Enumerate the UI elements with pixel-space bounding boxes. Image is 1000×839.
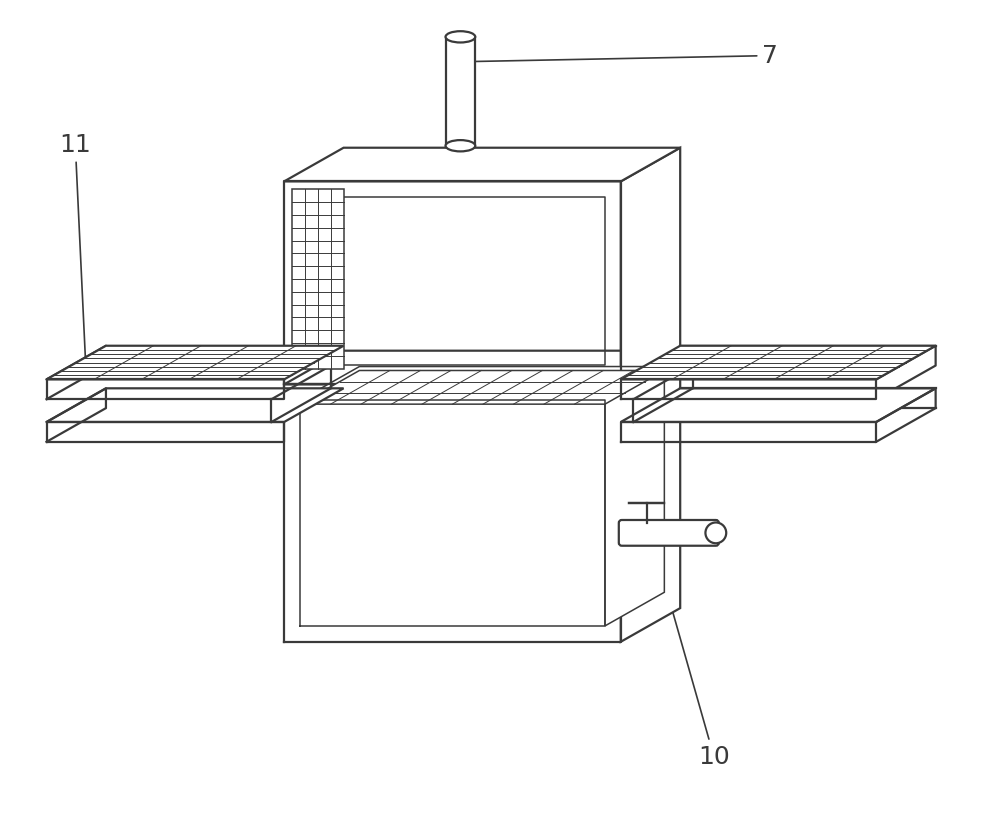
Circle shape <box>705 523 726 544</box>
Bar <box>292 190 344 368</box>
Polygon shape <box>621 388 936 422</box>
Text: 11: 11 <box>59 133 91 372</box>
Polygon shape <box>621 351 680 642</box>
Polygon shape <box>284 351 680 384</box>
Text: 7: 7 <box>472 44 778 68</box>
Polygon shape <box>621 346 936 379</box>
Ellipse shape <box>446 140 475 151</box>
Polygon shape <box>47 388 344 422</box>
FancyBboxPatch shape <box>619 520 719 545</box>
Polygon shape <box>47 346 344 379</box>
Polygon shape <box>300 367 664 400</box>
Bar <box>446 37 475 146</box>
Polygon shape <box>605 367 664 626</box>
Polygon shape <box>621 148 680 384</box>
Text: 10: 10 <box>657 557 730 769</box>
Polygon shape <box>284 148 680 181</box>
Polygon shape <box>300 371 664 404</box>
Ellipse shape <box>446 31 475 43</box>
